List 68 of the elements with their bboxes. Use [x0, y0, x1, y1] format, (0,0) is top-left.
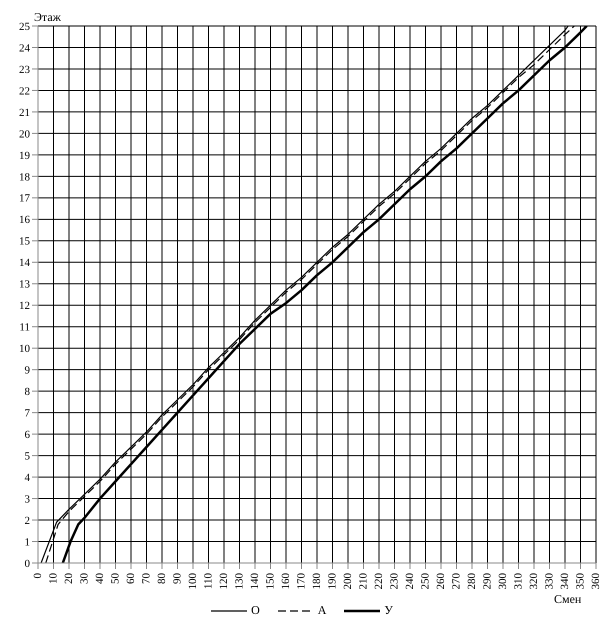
x-tick-label: 160 — [280, 572, 292, 590]
y-tick-label: 23 — [19, 64, 30, 76]
x-tick-label: 320 — [528, 572, 540, 590]
y-tick-label: 5 — [24, 450, 30, 463]
x-tick-label: 350 — [574, 572, 586, 590]
y-tick-label: 3 — [24, 493, 30, 506]
y-tick-label: 2 — [24, 514, 30, 527]
x-tick-label: 60 — [125, 572, 137, 584]
y-tick-label: 24 — [19, 42, 30, 54]
y-tick-label: 4 — [24, 472, 30, 484]
x-tick-label: 90 — [172, 572, 184, 584]
y-tick-label: 0 — [24, 558, 30, 570]
x-tick-label: 220 — [373, 572, 385, 590]
y-axis-title: Этаж — [34, 10, 61, 25]
x-tick-label: 230 — [388, 572, 400, 590]
x-tick-label: 280 — [466, 572, 478, 590]
x-tick-label: 0 — [32, 572, 44, 578]
x-tick-label: 10 — [48, 572, 60, 584]
x-tick-label: 340 — [559, 572, 571, 590]
y-tick-label: 12 — [19, 300, 30, 312]
x-tick-label: 140 — [249, 572, 261, 590]
x-tick-label: 20 — [63, 572, 75, 584]
y-tick-label: 17 — [19, 192, 30, 205]
y-tick-label: 19 — [19, 150, 30, 162]
x-tick-label: 210 — [358, 572, 370, 590]
y-tick-label: 7 — [24, 408, 30, 420]
y-tick-label: 8 — [24, 386, 30, 398]
y-tick-label: 16 — [19, 214, 30, 226]
y-tick-label: 15 — [19, 236, 30, 248]
x-tick-label: 330 — [544, 572, 556, 590]
x-tick-label: 310 — [512, 572, 524, 590]
y-tick-label: 1 — [24, 536, 30, 548]
y-tick-label: 25 — [19, 20, 30, 33]
x-tick-label: 30 — [78, 572, 90, 584]
x-tick-label: 80 — [156, 572, 168, 584]
x-tick-label: 100 — [187, 572, 199, 590]
x-tick-label: 240 — [404, 572, 416, 590]
y-tick-label: 22 — [19, 85, 30, 98]
x-tick-label: 250 — [420, 572, 432, 590]
y-tick-label: 14 — [19, 257, 30, 270]
x-tick-label: 190 — [326, 572, 338, 590]
x-tick-label: 270 — [450, 572, 462, 590]
x-tick-label: 300 — [497, 572, 509, 590]
y-tick-label: 18 — [19, 171, 30, 184]
y-tick-label: 6 — [24, 429, 30, 442]
x-tick-label: 110 — [202, 572, 214, 590]
x-tick-label: 130 — [234, 572, 246, 590]
x-tick-label: 360 — [590, 572, 602, 590]
x-axis-title: Смен — [554, 592, 582, 607]
x-tick-label: 170 — [296, 572, 308, 590]
y-tick-label: 20 — [19, 128, 30, 140]
y-tick-label: 11 — [19, 322, 30, 334]
y-tick-label: 13 — [19, 278, 30, 291]
x-tick-label: 120 — [218, 572, 230, 590]
y-tick-label: 21 — [19, 106, 30, 119]
x-tick-label: 200 — [342, 572, 354, 590]
x-tick-label: 40 — [94, 572, 106, 584]
legend-label: А — [318, 603, 326, 618]
x-tick-label: 150 — [264, 572, 276, 590]
x-tick-label: 260 — [435, 572, 447, 590]
x-tick-label: 180 — [311, 572, 323, 590]
x-tick-label: 50 — [110, 572, 122, 584]
legend-label: О — [251, 603, 260, 618]
y-tick-label: 9 — [24, 364, 30, 377]
y-tick-label: 10 — [19, 343, 30, 356]
legend-label: У — [384, 603, 393, 618]
x-tick-label: 70 — [140, 572, 152, 584]
x-tick-label: 290 — [482, 572, 494, 590]
